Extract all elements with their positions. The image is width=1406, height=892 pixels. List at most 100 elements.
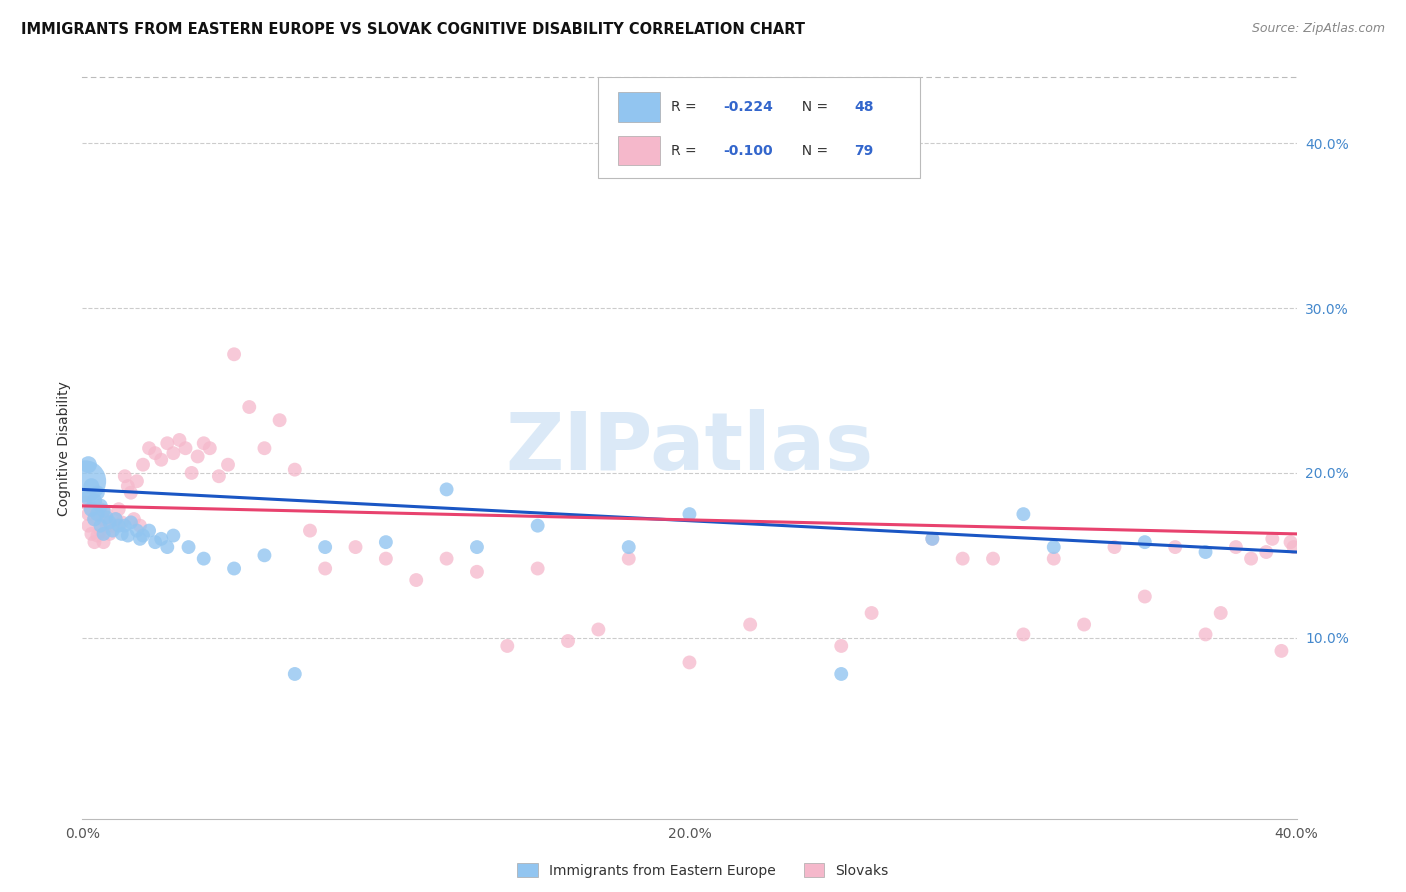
Point [253, 441, 276, 455]
Text: R =: R = [671, 144, 702, 158]
Point [1133, 535, 1156, 549]
Point [238, 400, 260, 414]
Point [1279, 535, 1302, 549]
Point [96, 510, 118, 524]
Point [1104, 540, 1126, 554]
Point [617, 551, 640, 566]
Point [222, 561, 245, 575]
Point [284, 667, 307, 681]
Point [143, 446, 166, 460]
Point [89, 518, 111, 533]
Point [125, 474, 148, 488]
Point [1225, 540, 1247, 554]
Point [405, 573, 427, 587]
Point [96, 518, 118, 533]
Point [114, 469, 136, 483]
Text: ZIPatlas: ZIPatlas [505, 409, 873, 487]
Point [1073, 617, 1095, 632]
Point [1164, 540, 1187, 554]
Point [143, 535, 166, 549]
Point [129, 518, 152, 533]
Point [1133, 590, 1156, 604]
Point [1261, 532, 1284, 546]
Point [1012, 627, 1035, 641]
Point [86, 507, 108, 521]
Point [89, 524, 111, 538]
Point [138, 524, 160, 538]
Point [125, 524, 148, 538]
Point [107, 518, 129, 533]
Point [93, 535, 115, 549]
Point [436, 551, 458, 566]
Text: -0.100: -0.100 [724, 144, 773, 158]
Point [83, 512, 105, 526]
Point [496, 639, 519, 653]
Point [1270, 644, 1292, 658]
Point [77, 518, 100, 533]
Text: IMMIGRANTS FROM EASTERN EUROPE VS SLOVAK COGNITIVE DISABILITY CORRELATION CHART: IMMIGRANTS FROM EASTERN EUROPE VS SLOVAK… [21, 22, 806, 37]
Point [1194, 545, 1216, 559]
Point [93, 512, 115, 526]
Point [617, 540, 640, 554]
Point [187, 450, 209, 464]
Point [557, 634, 579, 648]
Point [222, 347, 245, 361]
Point [93, 504, 115, 518]
Point [465, 565, 488, 579]
Point [921, 532, 943, 546]
Point [80, 502, 103, 516]
Point [114, 518, 136, 533]
Point [217, 458, 239, 472]
Point [1240, 551, 1263, 566]
Point [107, 502, 129, 516]
Point [129, 532, 152, 546]
Point [1012, 507, 1035, 521]
Point [80, 527, 103, 541]
Point [374, 551, 396, 566]
Point [162, 528, 184, 542]
Point [122, 512, 145, 526]
Point [101, 518, 124, 533]
Point [111, 516, 134, 530]
Point [101, 524, 124, 538]
Point [104, 512, 127, 526]
Point [89, 502, 111, 516]
Point [83, 494, 105, 508]
Point [588, 623, 610, 637]
Point [952, 551, 974, 566]
Point [921, 532, 943, 546]
Point [284, 462, 307, 476]
Text: Source: ZipAtlas.com: Source: ZipAtlas.com [1251, 22, 1385, 36]
Point [86, 485, 108, 500]
Text: N =: N = [793, 100, 832, 114]
Point [314, 540, 336, 554]
Point [981, 551, 1004, 566]
Point [678, 507, 700, 521]
Point [75, 495, 97, 509]
Point [80, 479, 103, 493]
Point [830, 667, 852, 681]
Point [193, 436, 215, 450]
Point [77, 507, 100, 521]
Point [1256, 545, 1278, 559]
Point [117, 528, 139, 542]
Point [83, 535, 105, 549]
Point [83, 512, 105, 526]
Point [1194, 627, 1216, 641]
Point [132, 528, 155, 542]
Text: -0.224: -0.224 [724, 100, 773, 114]
Point [436, 483, 458, 497]
Point [169, 433, 191, 447]
FancyBboxPatch shape [617, 92, 661, 122]
Point [80, 502, 103, 516]
Point [86, 528, 108, 542]
Point [678, 656, 700, 670]
Point [120, 516, 142, 530]
Point [150, 452, 173, 467]
Text: 48: 48 [855, 100, 875, 114]
Point [93, 527, 115, 541]
Point [150, 532, 173, 546]
Point [180, 466, 202, 480]
Point [860, 606, 883, 620]
Point [86, 507, 108, 521]
